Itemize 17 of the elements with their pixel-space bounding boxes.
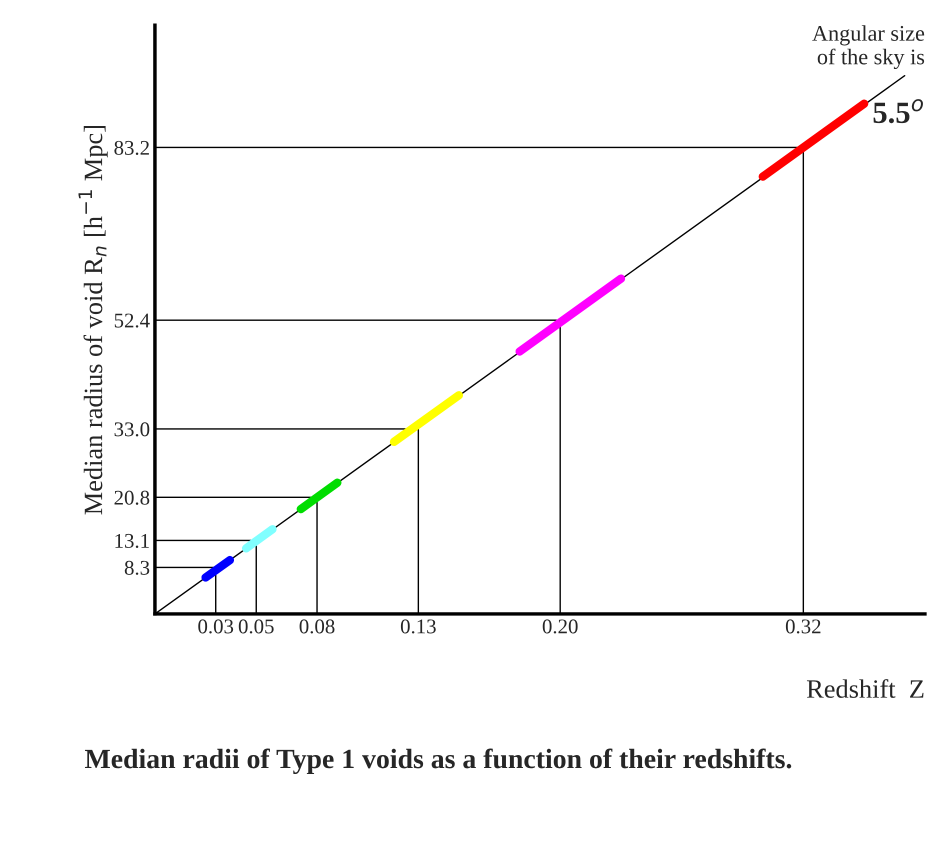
y-tick-label: 8.3: [124, 560, 150, 575]
x-tick-label: 0.05: [238, 619, 274, 634]
y-tick-label: 83.2: [114, 140, 149, 155]
y-tick-label: 52.4: [114, 314, 150, 328]
x-axis-title: Redshift Z: [806, 679, 924, 698]
y-tick-label: 20.8: [114, 490, 150, 505]
x-tick-label: 0.20: [542, 619, 578, 634]
x-tick-label: 0.03: [198, 619, 234, 634]
x-tick-label: 0.13: [400, 619, 436, 634]
x-tick-label: 0.32: [786, 619, 820, 634]
y-tick-label: 13.1: [115, 534, 149, 548]
annotation: Angular size of the sky is: [812, 25, 924, 70]
text: Median radii of Type 1 voids as a function of their redshifts.: [84, 748, 792, 774]
y-axis-title: Median radius of void R$_{n}$ [h$^{−1}$ Mpc]: [78, 126, 108, 514]
x-tick-label: 0.08: [300, 619, 334, 634]
annotation: 5.5$^{o}$: [874, 99, 923, 124]
y-tick-label: 33.0: [114, 422, 150, 436]
